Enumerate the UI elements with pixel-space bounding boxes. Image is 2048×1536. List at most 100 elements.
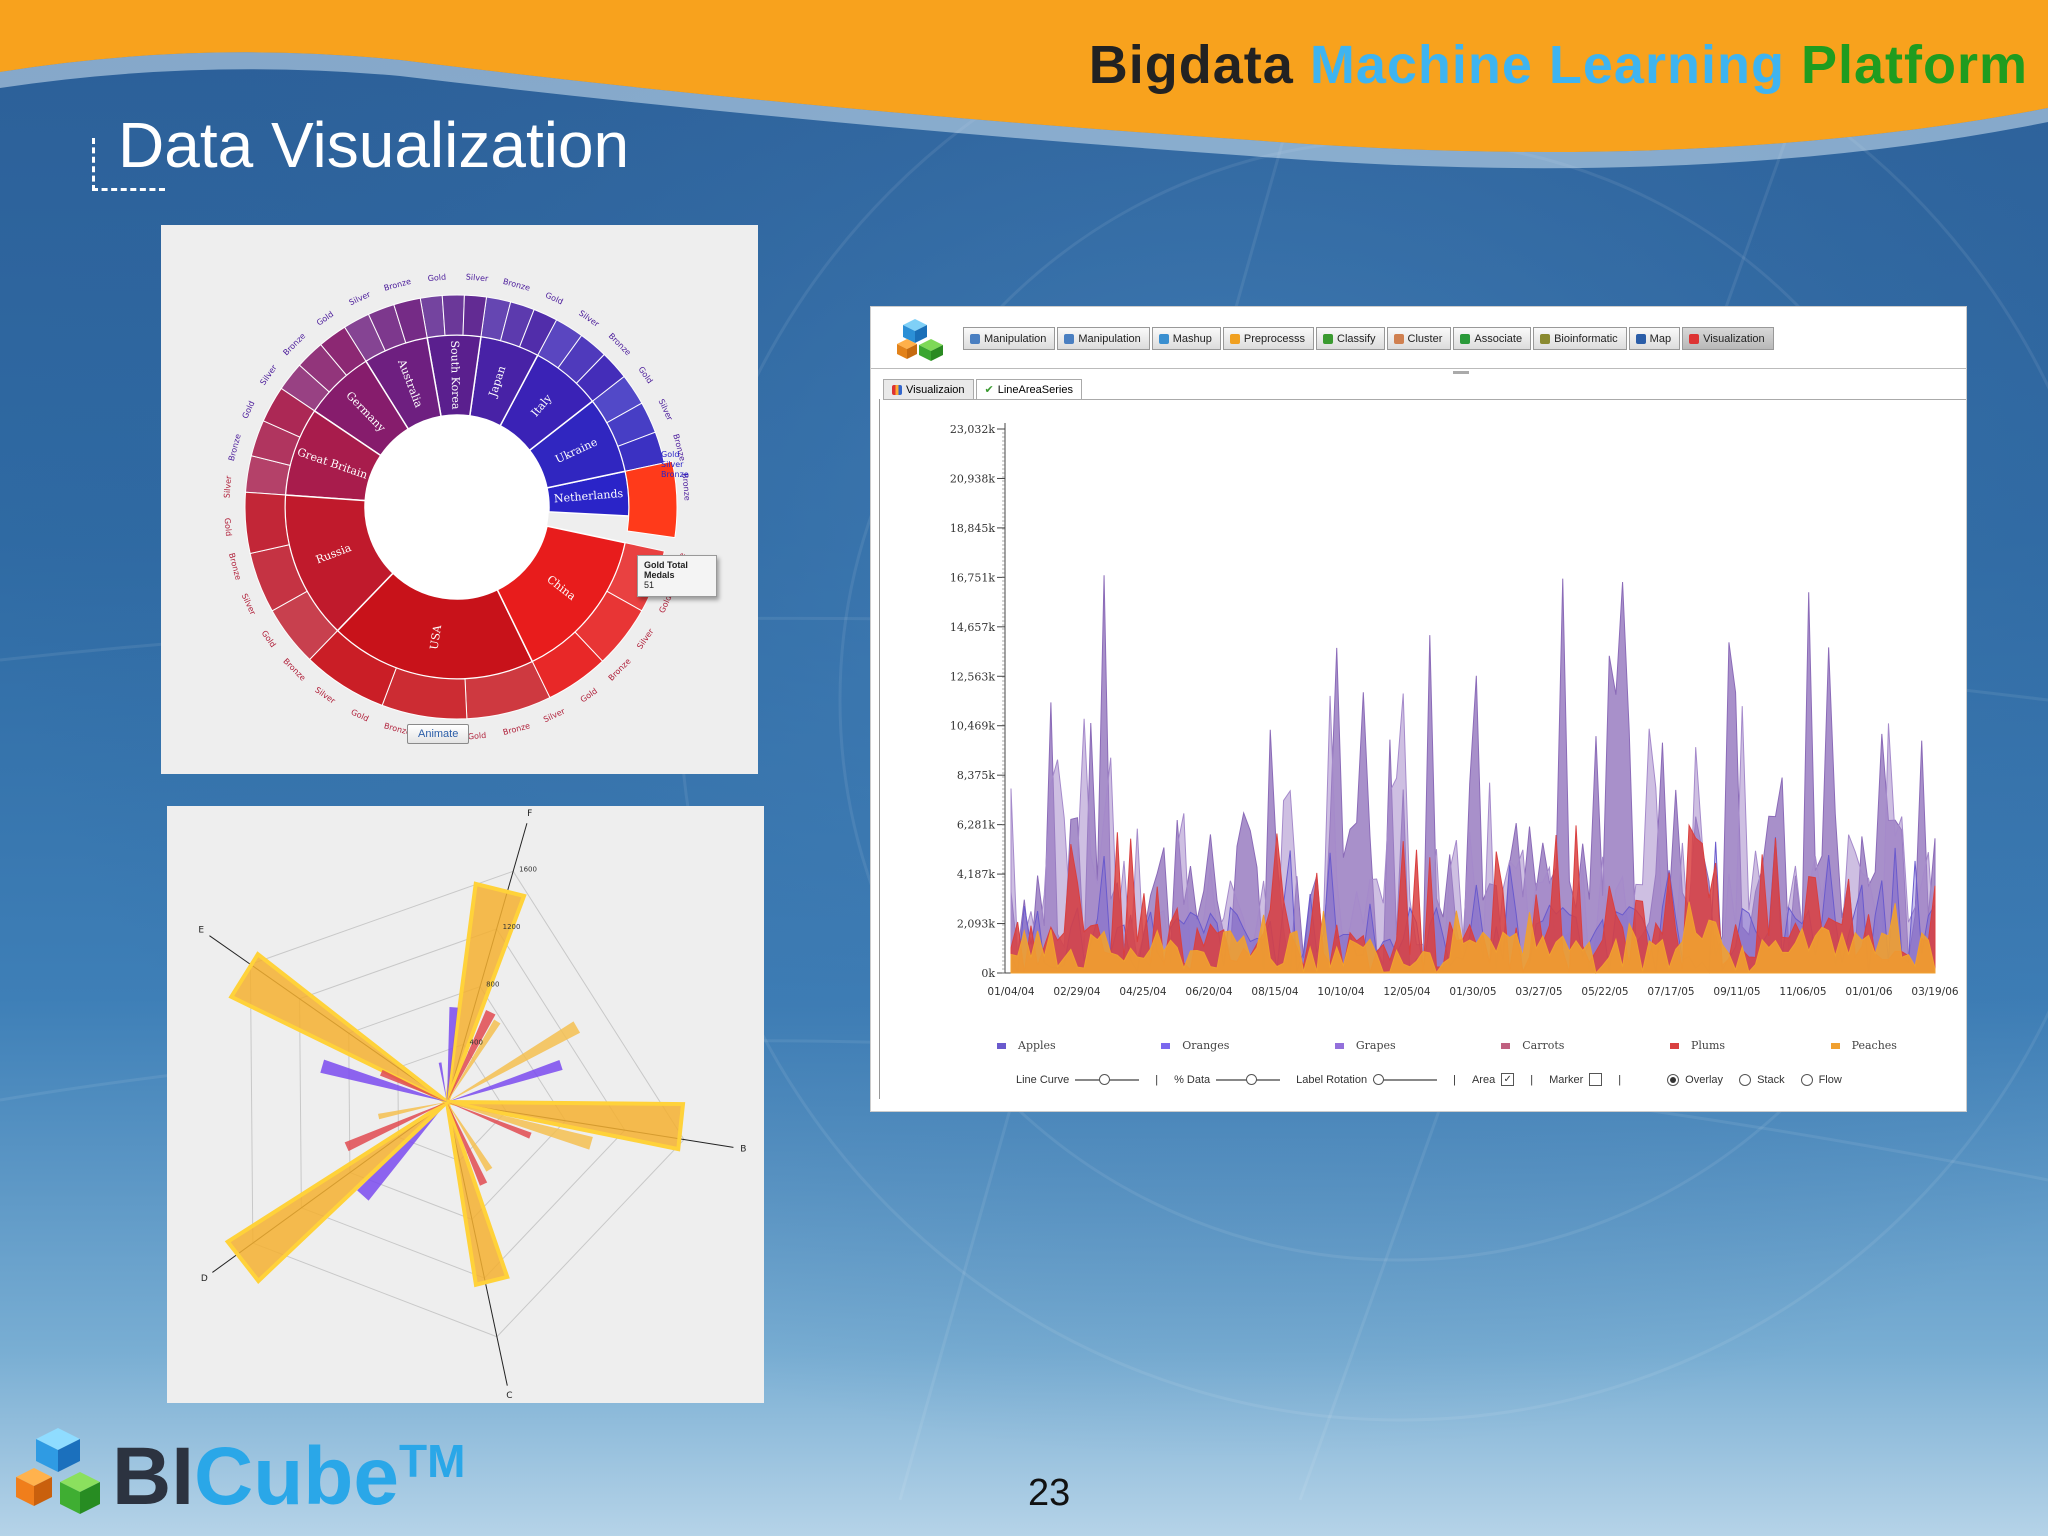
animate-button[interactable]: Animate <box>407 724 470 744</box>
toolbar-button-map[interactable]: Map <box>1628 327 1681 350</box>
toolbar-button-bioinformatic[interactable]: Bioinformatic <box>1533 327 1627 350</box>
toolbar-button-visualization[interactable]: Visualization <box>1682 327 1774 350</box>
legend-label: Peaches <box>1851 1039 1897 1052</box>
splitter-handle[interactable] <box>1453 371 1469 374</box>
radar-bar <box>447 1009 496 1102</box>
sunburst-medal-label: Gold <box>544 291 564 307</box>
legend-item[interactable]: Plums <box>1669 1039 1726 1052</box>
sunburst-medal-label: Gold <box>223 517 234 536</box>
legend-item[interactable]: Peaches <box>1830 1039 1897 1052</box>
overlay-radio[interactable] <box>1667 1073 1680 1086</box>
line-curve-label: Line Curve <box>1016 1073 1070 1086</box>
area-label: Area <box>1471 1073 1496 1086</box>
legend-item[interactable]: Apples <box>997 1039 1056 1052</box>
sunburst-medal-label: Bronze <box>281 331 307 357</box>
radar-bar <box>378 1102 447 1120</box>
legend-item[interactable]: Carrots <box>1501 1039 1564 1052</box>
radar-axis-label: F <box>527 809 532 819</box>
legend-swatch <box>1830 1042 1840 1049</box>
brand-tm: TM <box>399 1435 466 1487</box>
sunburst-inner-label: Netherlands <box>554 487 624 505</box>
link-icon <box>1460 333 1471 344</box>
bicube-logo-icon <box>16 1428 100 1514</box>
sunburst-medal-label: Silver <box>258 363 279 387</box>
sunburst-medal-label: Bronze <box>281 657 307 683</box>
y-tick-label: 4,187k <box>957 868 995 881</box>
stack-radio[interactable] <box>1739 1073 1752 1086</box>
radar-ring <box>348 986 567 1220</box>
subtabs: Visualizaion ✔ LineAreaSeries <box>883 379 1082 400</box>
legend-swatch <box>1334 1042 1344 1049</box>
flow-radio[interactable] <box>1800 1073 1813 1086</box>
sunburst-outer-segment <box>531 631 604 699</box>
legend-item[interactable]: Grapes <box>1334 1039 1396 1052</box>
sunburst-medal-label: Gold <box>636 365 654 385</box>
label-rotation-slider[interactable] <box>1373 1073 1438 1085</box>
brand-logo-text: BICubeTM <box>112 1430 465 1524</box>
marker-checkbox[interactable] <box>1589 1073 1603 1086</box>
header-title: Bigdata Machine Learning Platform <box>1089 34 2028 96</box>
legend-label: Plums <box>1690 1039 1726 1052</box>
radar-bar <box>447 1007 458 1102</box>
x-tick-label: 08/15/04 <box>1251 986 1298 998</box>
toolbar-button-label: Classify <box>1337 332 1376 345</box>
sunburst-medal-label: Gold <box>579 686 599 704</box>
radar-bar <box>344 1102 447 1152</box>
radar-ring <box>249 870 685 1338</box>
sunburst-medal-label: Bronze <box>680 473 691 501</box>
y-tick-label: 16,751k <box>950 571 995 584</box>
left-border <box>879 399 880 1099</box>
toolbar-button-label: Cluster <box>1407 332 1443 345</box>
toolbar-button-label: Map <box>1649 332 1672 345</box>
flow-label: Flow <box>1818 1073 1842 1086</box>
radar-bar <box>447 1019 501 1102</box>
people-icon <box>1158 333 1169 344</box>
sunburst-outer-segment <box>575 353 625 402</box>
radar-chart[interactable]: F B C D E 1600 1200 800 400 <box>167 806 764 1403</box>
legend-label: Apples <box>1018 1039 1056 1052</box>
line-area-chart[interactable]: 0k 2,093k 4,187k 6,281k 8,375k 10,469k 12,563k… <box>871 307 1968 1113</box>
x-tick-label: 06/20/04 <box>1185 986 1232 998</box>
sunburst-outer-segment <box>462 294 488 338</box>
sunburst-medal-label: Bronze <box>227 552 243 581</box>
toolbar-button-associate[interactable]: Associate <box>1453 327 1532 350</box>
legend-item[interactable]: Oranges <box>1161 1039 1229 1052</box>
x-tick-label: 12/05/04 <box>1383 986 1430 998</box>
line-curve-slider[interactable] <box>1075 1073 1140 1085</box>
toolbar-button-manipulation[interactable]: Manipulation <box>963 327 1056 350</box>
sunburst-medal-label: Silver <box>657 398 675 423</box>
dna-icon <box>1540 333 1551 344</box>
toolbar-button-mashup[interactable]: Mashup <box>1151 327 1221 350</box>
subtab-divider <box>883 399 1966 400</box>
area-checkbox[interactable]: ✓ <box>1501 1073 1515 1086</box>
subtab-label: Visualizaion <box>906 383 965 396</box>
pct-data-slider[interactable] <box>1216 1073 1281 1085</box>
toolbar-button-label: Visualization <box>1703 332 1765 345</box>
radar-panel: F B C D E 1600 1200 800 400 <box>167 806 764 1403</box>
sunburst-outer-label: Bronze <box>661 470 689 479</box>
sunburst-outer-segment <box>518 308 558 356</box>
sunburst-outer-segment <box>244 491 290 555</box>
radar-bar <box>447 1059 563 1102</box>
radar-bar <box>224 1100 449 1284</box>
toolbar-button-manipulation[interactable]: Manipulation <box>1057 327 1150 350</box>
toolbar-button-classify[interactable]: Classify <box>1316 327 1385 350</box>
toolbar-button-preprocesss[interactable]: Preprocesss <box>1222 327 1315 350</box>
x-tick-label: 03/27/05 <box>1515 986 1562 998</box>
y-tick-label: 2,093k <box>957 918 995 931</box>
y-tick-label: 8,375k <box>957 769 995 782</box>
toolbar-button-label: Manipulation <box>1078 332 1141 345</box>
legend-swatch <box>997 1042 1006 1049</box>
subtab-visualizaion[interactable]: Visualizaion <box>883 379 974 400</box>
header-title-part3: Platform <box>1800 35 2028 95</box>
sunburst-medal-label: Bronze <box>502 721 531 737</box>
sunburst-medal-label: Gold <box>241 400 257 420</box>
sunburst-outer-segment <box>320 326 367 376</box>
toolbar-button-label: Mashup <box>1172 332 1212 345</box>
radar-tick-label: 1600 <box>519 865 537 873</box>
x-tick-label: 04/25/04 <box>1119 986 1166 998</box>
toolbar-button-cluster[interactable]: Cluster <box>1386 327 1452 350</box>
legend-swatch <box>1501 1042 1511 1049</box>
